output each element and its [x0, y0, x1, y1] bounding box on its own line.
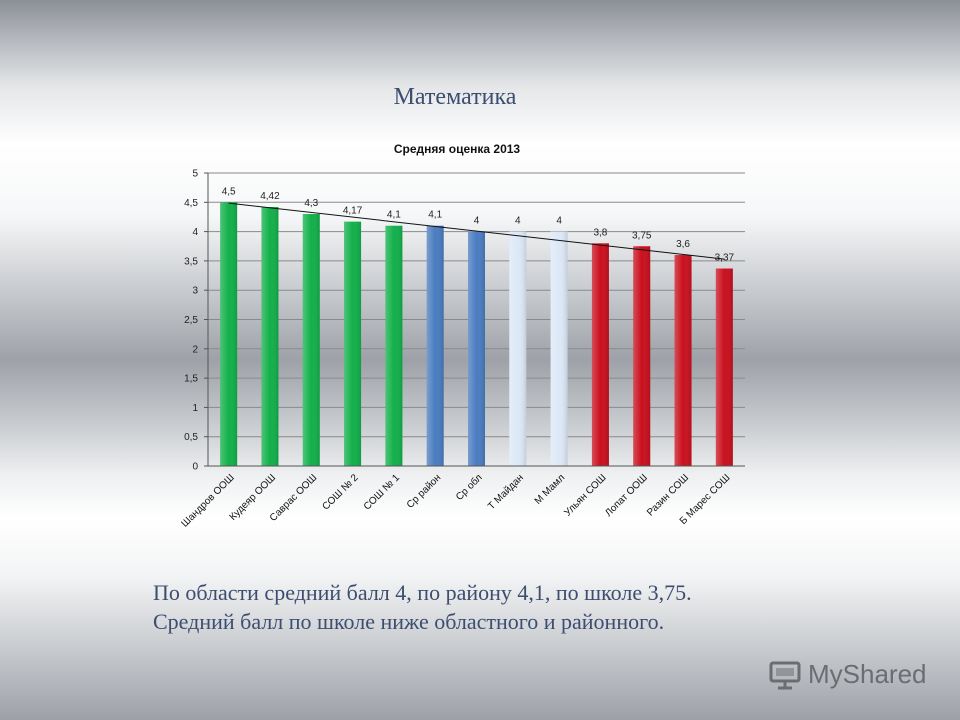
trendline	[228, 202, 725, 260]
bar-shade	[261, 206, 279, 466]
category-label: Ульян СОШ	[562, 472, 608, 518]
category-label: М Мамл	[533, 472, 568, 507]
y-tick-label: 4,5	[184, 198, 198, 209]
caption-line-1: По области средний балл 4, по району 4,1…	[153, 580, 692, 605]
data-label: 4,1	[428, 210, 442, 221]
data-label: 4,17	[343, 206, 363, 217]
y-tick-label: 3,5	[184, 256, 198, 267]
category-label: Ср обл	[453, 472, 484, 503]
caption-line-2: Средний балл по школе ниже областного и …	[153, 609, 665, 634]
bar-shade	[426, 225, 444, 466]
data-label: 4,3	[304, 198, 318, 209]
category-label: Шандров ООШ	[179, 472, 236, 529]
y-tick-label: 5	[192, 169, 198, 180]
y-tick-label: 2	[192, 344, 198, 355]
bar-shade	[509, 231, 527, 466]
category-label: СОШ № 2	[321, 472, 361, 512]
bar-shade	[591, 243, 609, 466]
y-tick-label: 0	[192, 462, 198, 473]
category-label: Лопат ООШ	[603, 472, 650, 519]
y-tick-label: 1,5	[184, 374, 198, 385]
category-label: Т Майдан	[486, 472, 526, 512]
watermark-text: MyShared	[808, 658, 927, 689]
watermark-logo: MyShared	[768, 656, 927, 692]
bar-shade	[715, 268, 733, 466]
chart-title: Средняя оценка 2013	[394, 142, 521, 156]
data-label: 4,42	[260, 191, 280, 202]
bar-shade	[633, 246, 651, 466]
bar-shade	[344, 221, 362, 466]
data-label: 3,6	[676, 239, 690, 250]
data-label: 3,75	[632, 230, 652, 241]
y-tick-label: 2,5	[184, 315, 198, 326]
data-labels: 4,5 4,42 4,3 4,17 4,1 4,1 4 4 4 3,8 3,75 3,6 3,37	[222, 186, 735, 263]
y-tick-label: 4	[192, 227, 198, 238]
category-label: СОШ № 1	[362, 472, 402, 512]
y-tick-label: 0,5	[184, 432, 198, 443]
data-label: 4,1	[387, 210, 401, 221]
bar-shade	[220, 202, 238, 467]
y-tick-label: 1	[192, 403, 198, 414]
bar-shade	[674, 255, 692, 466]
y-axis-ticks: 0 0,5 1 1,5 2 2,5 3 3,5 4 4,5 5	[184, 169, 209, 473]
data-label: 4	[515, 216, 521, 227]
presentation-board-icon	[769, 661, 801, 690]
data-label: 4	[556, 216, 562, 227]
category-label: Ср район	[405, 472, 443, 510]
data-label: 4,5	[222, 186, 236, 197]
bar-shade	[385, 225, 403, 466]
trend-line	[228, 202, 725, 260]
data-label: 3,37	[715, 253, 735, 264]
y-tick-label: 3	[192, 286, 198, 297]
caption: По области средний балл 4, по району 4,1…	[153, 578, 943, 636]
bar-shade	[468, 231, 485, 466]
bar-shade	[302, 214, 320, 466]
data-label: 3,8	[593, 227, 607, 238]
slide-title: Математика	[393, 84, 517, 110]
bar-shade	[550, 231, 568, 466]
bars	[220, 202, 733, 467]
data-label: 4	[474, 216, 480, 227]
